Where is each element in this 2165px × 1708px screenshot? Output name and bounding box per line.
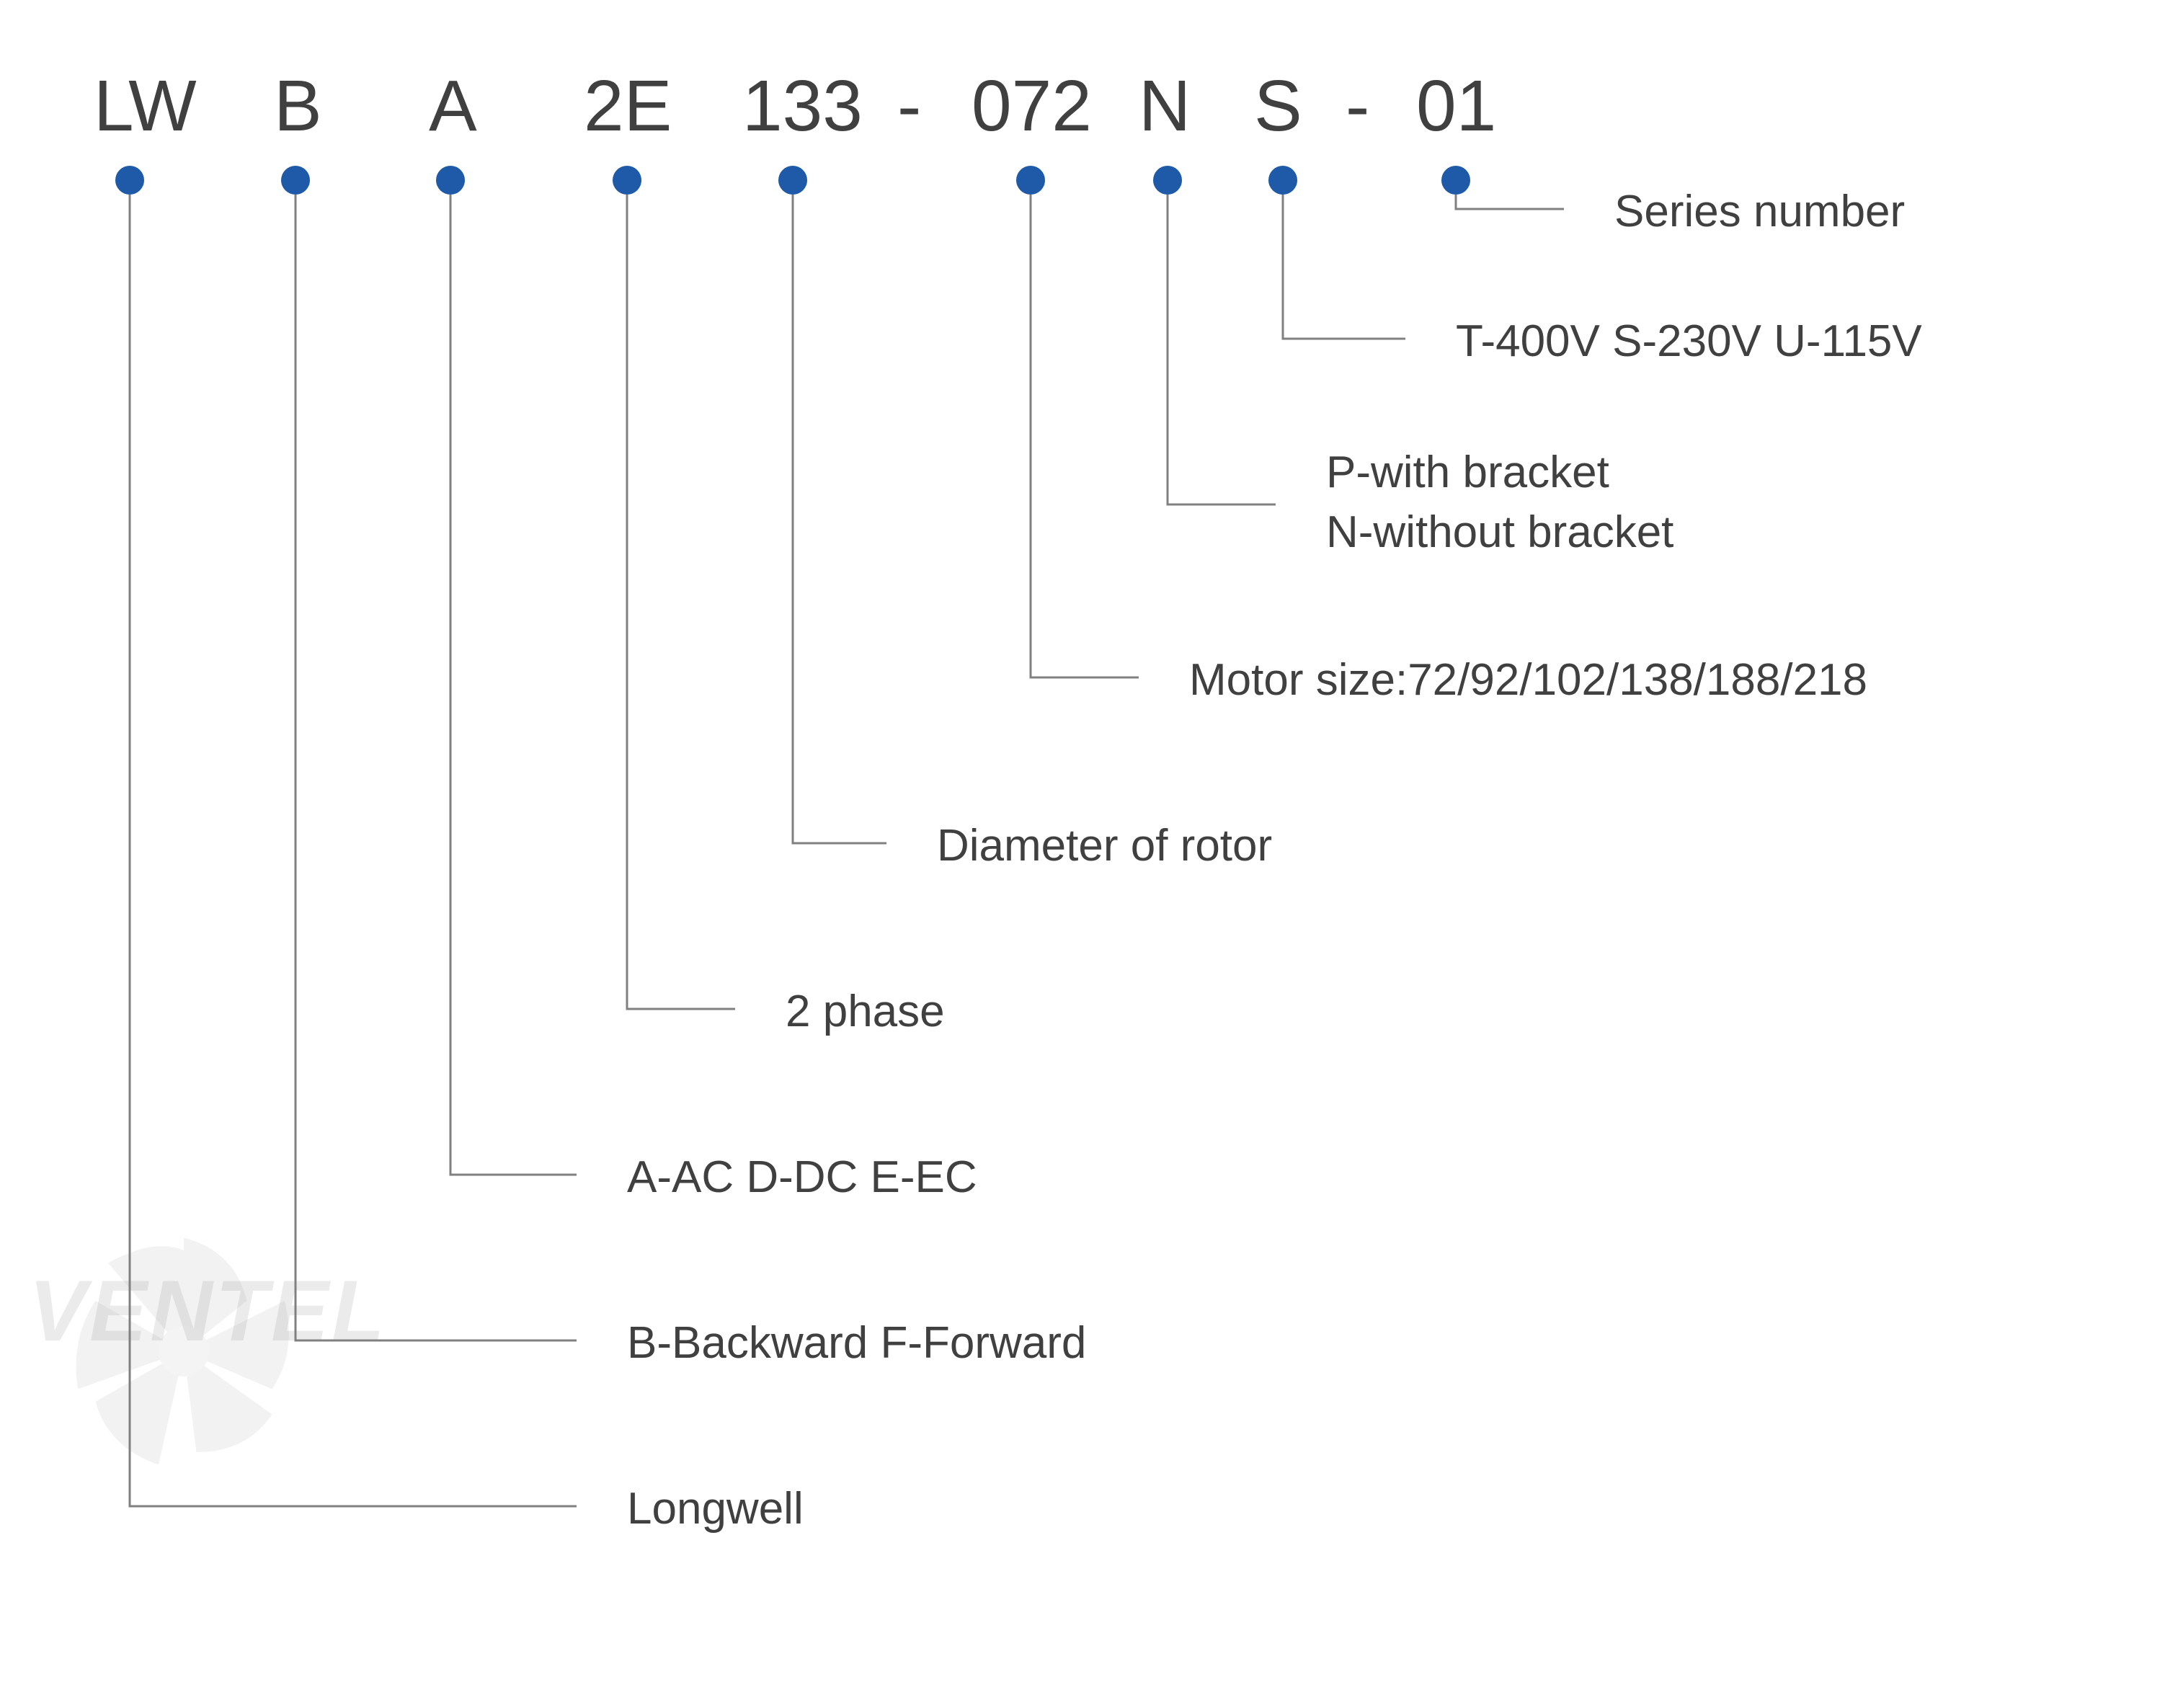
code-s: S xyxy=(1254,65,1302,148)
dot-01 xyxy=(1441,166,1470,195)
watermark-text: VENTEL xyxy=(29,1261,387,1361)
dot-n xyxy=(1153,166,1182,195)
desc-rotor: Diameter of rotor xyxy=(937,820,1272,871)
desc-bracket: P-with bracket N-without bracket xyxy=(1326,447,1673,558)
code-lw: LW xyxy=(94,65,197,148)
dot-a xyxy=(436,166,465,195)
desc-series: Series number xyxy=(1614,186,1905,237)
desc-voltage: T-400V S-230V U-115V xyxy=(1456,316,1922,367)
dot-2e xyxy=(613,166,641,195)
code-sep1: - xyxy=(897,65,921,148)
desc-current: A-AC D-DC E-EC xyxy=(627,1152,977,1203)
desc-bracket-line1: P-with bracket xyxy=(1326,447,1673,498)
code-b: B xyxy=(274,65,322,148)
dot-072 xyxy=(1016,166,1045,195)
dot-s xyxy=(1268,166,1297,195)
code-2e: 2E xyxy=(584,65,672,148)
code-a: A xyxy=(429,65,477,148)
dot-133 xyxy=(778,166,807,195)
code-072: 072 xyxy=(972,65,1092,148)
desc-phase: 2 phase xyxy=(786,986,945,1037)
desc-direction: B-Backward F-Forward xyxy=(627,1317,1086,1369)
code-01: 01 xyxy=(1416,65,1496,148)
code-133: 133 xyxy=(742,65,863,148)
desc-longwell: Longwell xyxy=(627,1483,804,1534)
diagram-container: VENTEL LW B A 2E 133 - 072 N S - 01 xyxy=(0,0,2165,1708)
code-sep2: - xyxy=(1346,65,1369,148)
desc-bracket-line2: N-without bracket xyxy=(1326,507,1673,558)
desc-motor-size: Motor size:72/92/102/138/188/218 xyxy=(1189,654,1867,706)
dot-lw xyxy=(115,166,144,195)
code-n: N xyxy=(1139,65,1191,148)
dot-b xyxy=(281,166,310,195)
